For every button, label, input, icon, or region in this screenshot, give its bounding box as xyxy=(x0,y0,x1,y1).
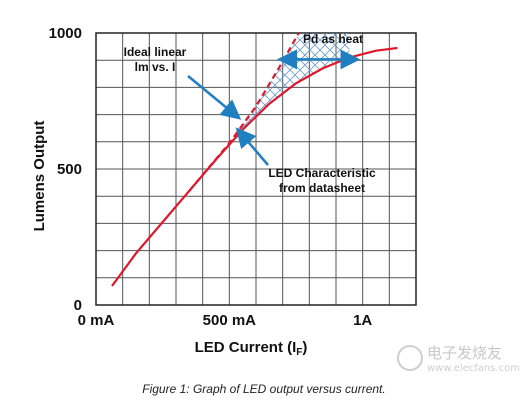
x-axis-title-subscript: F xyxy=(296,347,302,358)
x-axis-title-main: LED Current (I xyxy=(195,339,297,356)
watermark-logo-icon xyxy=(396,345,423,371)
watermark: 电子发烧友 www.elecfans.com xyxy=(396,342,520,374)
x-axis-title: LED Current (IF) xyxy=(195,339,308,358)
y-tick-label: 0 xyxy=(74,297,82,314)
annotation-led-characteristic-label: LED Characteristic xyxy=(268,166,376,180)
annotation-pd-heat-label: Pd as heat xyxy=(303,32,363,46)
y-tick-label: 1000 xyxy=(49,25,82,42)
watermark-url: www.elecfans.com xyxy=(426,363,520,374)
x-axis-title-close: ) xyxy=(302,339,307,356)
y-axis-title: Lumens Output xyxy=(31,121,48,232)
x-tick-label: 1A xyxy=(353,312,372,329)
plot-frame xyxy=(95,32,417,306)
heat-shaded-area xyxy=(189,33,350,191)
y-tick-label: 500 xyxy=(57,161,82,178)
annotation-ideal-linear-label: Ideal linear xyxy=(124,45,187,59)
tick-labels: 0 500 1000 0 mA 500 mA 1A xyxy=(49,25,373,329)
x-tick-label: 0 mA xyxy=(78,312,115,329)
shaded-region xyxy=(189,33,350,191)
figure-caption: Figure 1: Graph of LED output versus cur… xyxy=(142,382,386,396)
watermark-text-group: 电子发烧友 www.elecfans.com xyxy=(427,342,520,374)
watermark-text: 电子发烧友 xyxy=(426,344,502,362)
annotation-led-characteristic-label: from datasheet xyxy=(279,181,365,195)
x-tick-label: 500 mA xyxy=(203,312,257,329)
annotation-ideal-linear-label: lm vs. I xyxy=(135,60,176,74)
annotation-led-characteristic-arrow xyxy=(235,127,269,166)
annotation-ideal-linear-arrow xyxy=(187,75,242,120)
